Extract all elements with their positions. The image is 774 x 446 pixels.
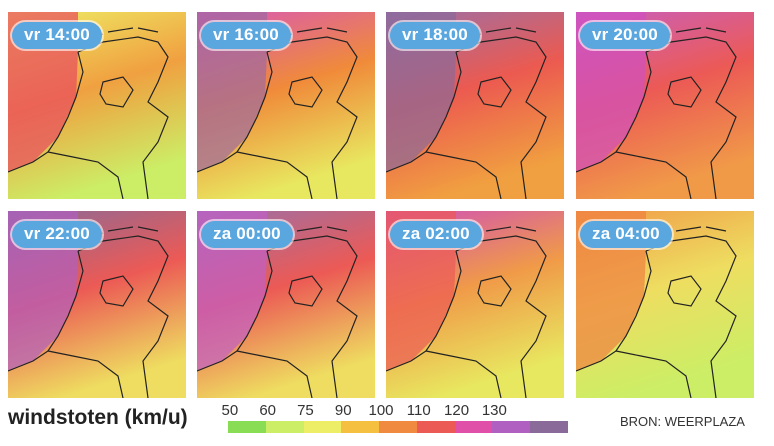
legend-color-swatch (454, 421, 493, 433)
legend-title: windstoten (km/u) (8, 406, 188, 429)
map-panel: za 00:00 (197, 211, 375, 398)
map-panel: vr 16:00 (197, 12, 375, 199)
time-label: vr 14:00 (12, 22, 102, 49)
map-panel: vr 18:00 (386, 12, 564, 199)
map-panel: vr 20:00 (576, 12, 754, 199)
legend-color-swatch (303, 421, 342, 433)
time-label: za 04:00 (580, 221, 672, 248)
legend-tick-label: 50 (221, 402, 239, 419)
time-label: vr 22:00 (12, 221, 102, 248)
time-label: vr 16:00 (201, 22, 291, 49)
time-label: za 02:00 (390, 221, 482, 248)
legend-color-swatch (492, 421, 531, 433)
legend-color-swatch (265, 421, 304, 433)
legend-tick-label: 120 (444, 402, 470, 419)
map-panel: za 04:00 (576, 211, 754, 398)
legend-tick-label: 60 (259, 402, 276, 419)
legend-scale: 50 60 75 90 100 110 120 130 (222, 402, 569, 442)
source-credit: BRON: WEERPLAZA (620, 414, 745, 429)
legend-color-swatch (416, 421, 455, 433)
legend-color-swatch (341, 421, 380, 433)
legend-tick-label: 130 (481, 402, 507, 419)
legend-tick-label: 90 (334, 402, 352, 419)
legend-color-swatch (228, 421, 266, 433)
legend-color-swatch (530, 421, 569, 433)
time-label: za 00:00 (201, 221, 293, 248)
legend-tick-label: 75 (297, 402, 314, 419)
map-panel: vr 14:00 (8, 12, 186, 199)
legend-tick-label: 100 (368, 402, 394, 419)
legend-tick-labels: 50 60 75 90 100 110 120 130 (222, 402, 568, 420)
legend-tick-label: 110 (406, 402, 431, 419)
time-label: vr 18:00 (390, 22, 480, 49)
legend-color-bar (228, 421, 569, 433)
map-panel: vr 22:00 (8, 211, 186, 398)
time-label: vr 20:00 (580, 22, 670, 49)
legend-color-swatch (379, 421, 417, 433)
map-panel: za 02:00 (386, 211, 564, 398)
